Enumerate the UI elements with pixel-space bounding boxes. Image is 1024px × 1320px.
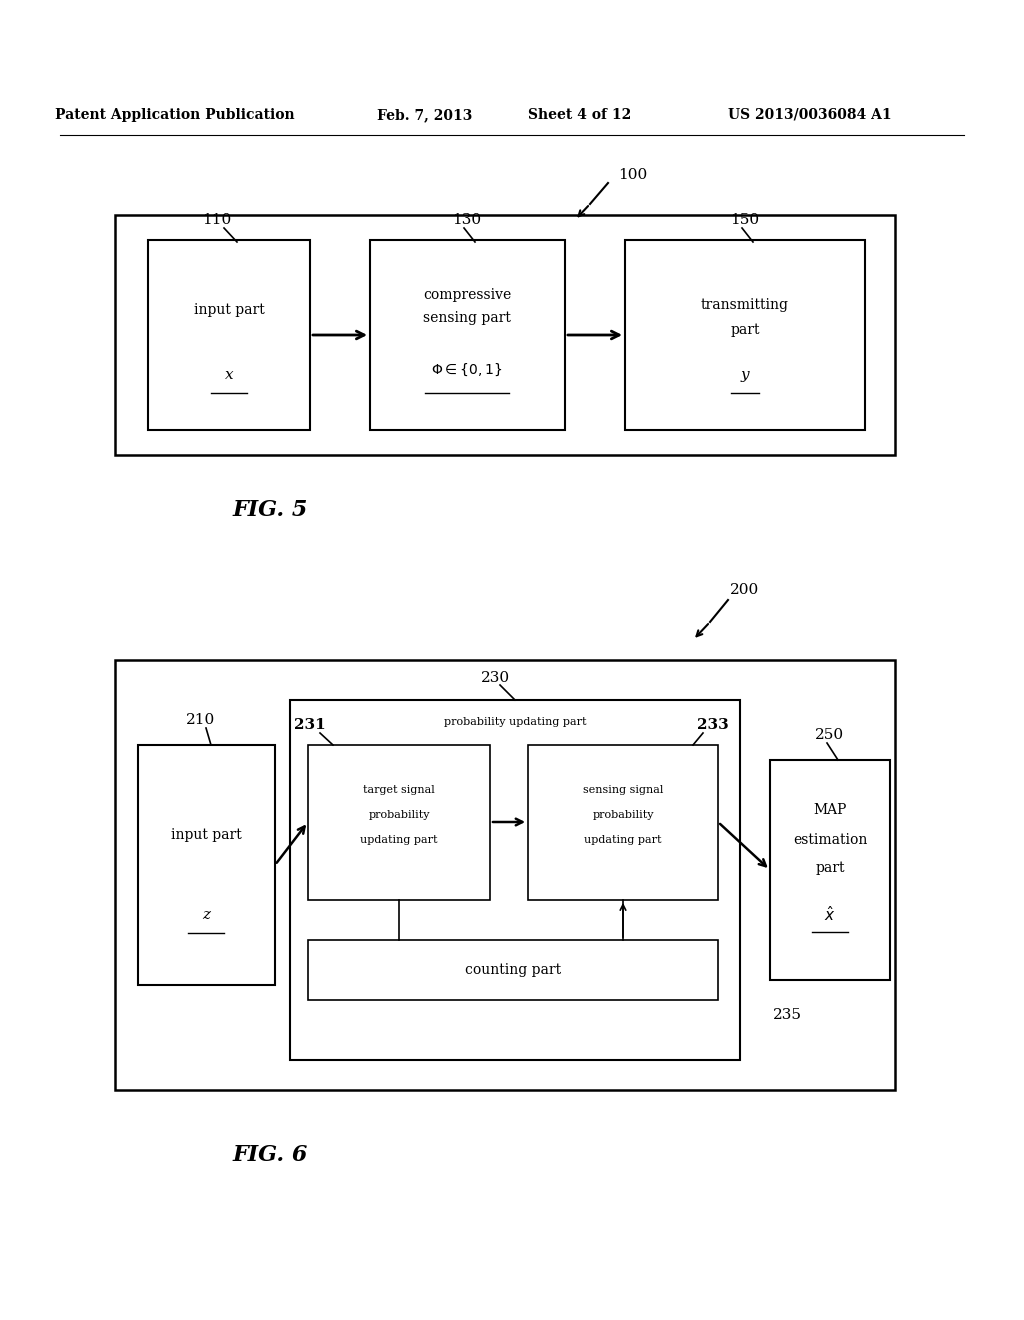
Text: counting part: counting part <box>465 964 561 977</box>
Text: part: part <box>730 323 760 337</box>
Text: Sheet 4 of 12: Sheet 4 of 12 <box>528 108 632 121</box>
Text: Feb. 7, 2013: Feb. 7, 2013 <box>377 108 473 121</box>
Text: updating part: updating part <box>585 836 662 845</box>
Text: 110: 110 <box>203 213 231 227</box>
Text: US 2013/0036084 A1: US 2013/0036084 A1 <box>728 108 892 121</box>
Bar <box>625 240 865 430</box>
Text: sensing signal: sensing signal <box>583 785 664 795</box>
Text: input part: input part <box>171 828 242 842</box>
Bar <box>115 660 895 1090</box>
Text: updating part: updating part <box>360 836 437 845</box>
Text: input part: input part <box>194 304 264 317</box>
Bar <box>528 744 718 900</box>
Bar <box>370 240 565 430</box>
Text: transmitting: transmitting <box>701 298 790 312</box>
Text: z: z <box>202 908 210 921</box>
Text: 200: 200 <box>730 583 759 597</box>
Text: probability: probability <box>369 810 430 820</box>
Text: Patent Application Publication: Patent Application Publication <box>55 108 295 121</box>
Text: 100: 100 <box>618 168 647 182</box>
Bar <box>290 700 740 1060</box>
Text: 210: 210 <box>186 713 216 727</box>
Text: part: part <box>815 861 845 875</box>
Text: 235: 235 <box>773 1008 802 1022</box>
Text: 230: 230 <box>480 671 510 685</box>
FancyArrowPatch shape <box>721 979 767 1010</box>
Text: target signal: target signal <box>364 785 435 795</box>
Bar <box>308 744 490 900</box>
Text: FIG. 6: FIG. 6 <box>232 1144 307 1166</box>
Text: probability updating part: probability updating part <box>443 717 587 727</box>
Text: $\Phi \in \{0,1\}$: $\Phi \in \{0,1\}$ <box>431 362 503 378</box>
Text: $\hat{x}$: $\hat{x}$ <box>824 906 836 924</box>
Text: compressive: compressive <box>423 288 511 302</box>
Bar <box>115 215 895 455</box>
Bar <box>148 240 310 430</box>
Text: 150: 150 <box>730 213 760 227</box>
Text: probability: probability <box>592 810 653 820</box>
Text: 233: 233 <box>697 718 729 733</box>
Bar <box>308 940 718 1001</box>
Text: estimation: estimation <box>793 833 867 847</box>
Text: y: y <box>740 368 750 381</box>
Text: 231: 231 <box>294 718 326 733</box>
Bar <box>770 760 890 979</box>
Text: sensing part: sensing part <box>423 312 511 325</box>
Bar <box>138 744 275 985</box>
Text: FIG. 5: FIG. 5 <box>232 499 307 521</box>
Text: MAP: MAP <box>813 803 847 817</box>
Text: 130: 130 <box>453 213 481 227</box>
Text: x: x <box>224 368 233 381</box>
Text: 250: 250 <box>815 729 845 742</box>
